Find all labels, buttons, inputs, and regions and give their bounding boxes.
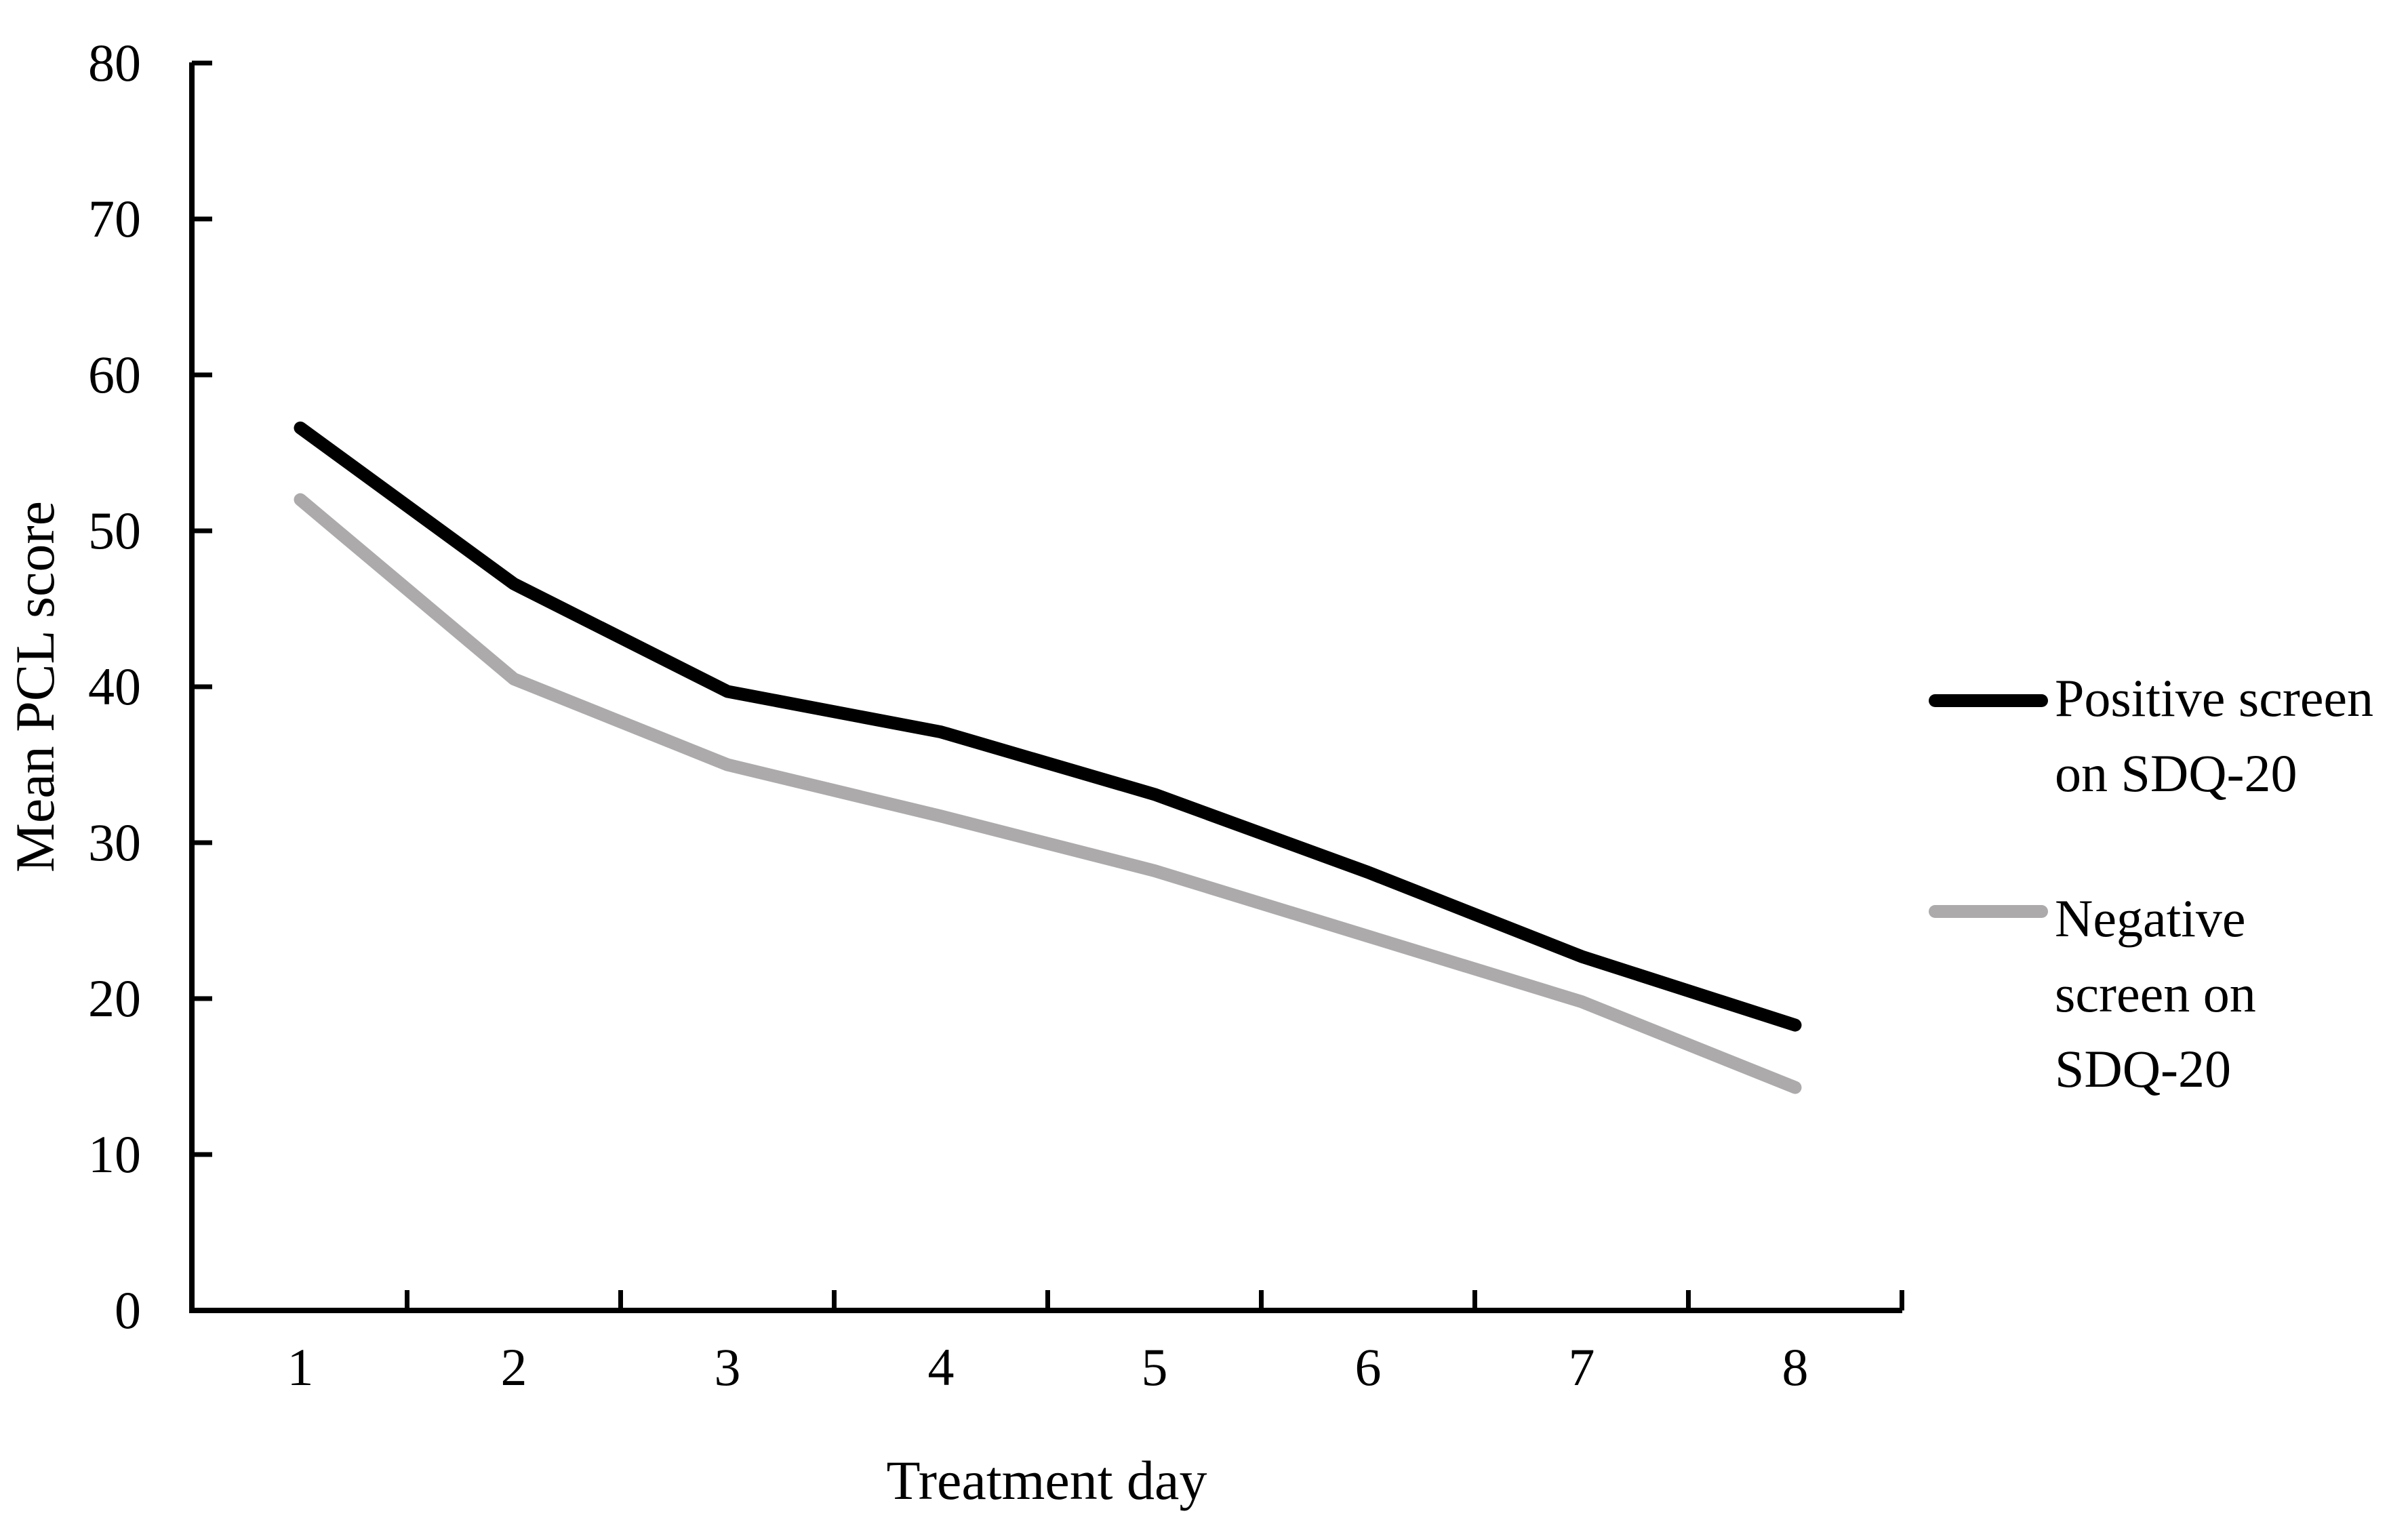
legend-label-line: Positive screen [2055, 668, 2374, 727]
x-tick-label: 7 [1568, 1338, 1595, 1397]
legend-label-line: SDQ-20 [2055, 1039, 2232, 1098]
x-tick-label: 4 [927, 1338, 955, 1397]
x-tick-label: 6 [1354, 1338, 1382, 1397]
y-tick-label: 20 [88, 969, 141, 1028]
y-axis-title: Mean PCL score [4, 500, 66, 873]
series-line-positive [294, 421, 1802, 1032]
y-tick-label: 70 [88, 189, 141, 248]
legend-label-negative: Negative screen on SDQ-20 [2055, 881, 2256, 1106]
legend-line-swatch-positive [1929, 694, 2048, 707]
y-tick-label: 80 [88, 33, 141, 92]
legend-label-line: Negative [2055, 889, 2246, 948]
y-tick-label: 40 [88, 657, 141, 716]
x-tick-label: 1 [287, 1338, 314, 1397]
legend-label-line: on SDQ-20 [2055, 744, 2297, 803]
y-tick-label: 10 [88, 1125, 141, 1184]
y-tick-label: 0 [115, 1281, 141, 1340]
axis-lines [189, 62, 1902, 1313]
legend-label-positive: Positive screen on SDQ-20 [2055, 660, 2373, 811]
y-tick-label: 50 [88, 501, 141, 560]
legend-line-swatch-negative [1929, 905, 2048, 918]
x-axis-title: Treatment day [886, 1449, 1207, 1511]
y-tick-label: 30 [88, 813, 141, 872]
x-tick-label: 5 [1141, 1338, 1168, 1397]
x-tick-label: 2 [500, 1338, 527, 1397]
legend-label-line: screen on [2055, 964, 2256, 1023]
y-tick-label: 60 [88, 345, 141, 404]
x-tick-label: 3 [714, 1338, 741, 1397]
x-tick-label: 8 [1782, 1338, 1809, 1397]
series-line-negative [294, 493, 1802, 1094]
